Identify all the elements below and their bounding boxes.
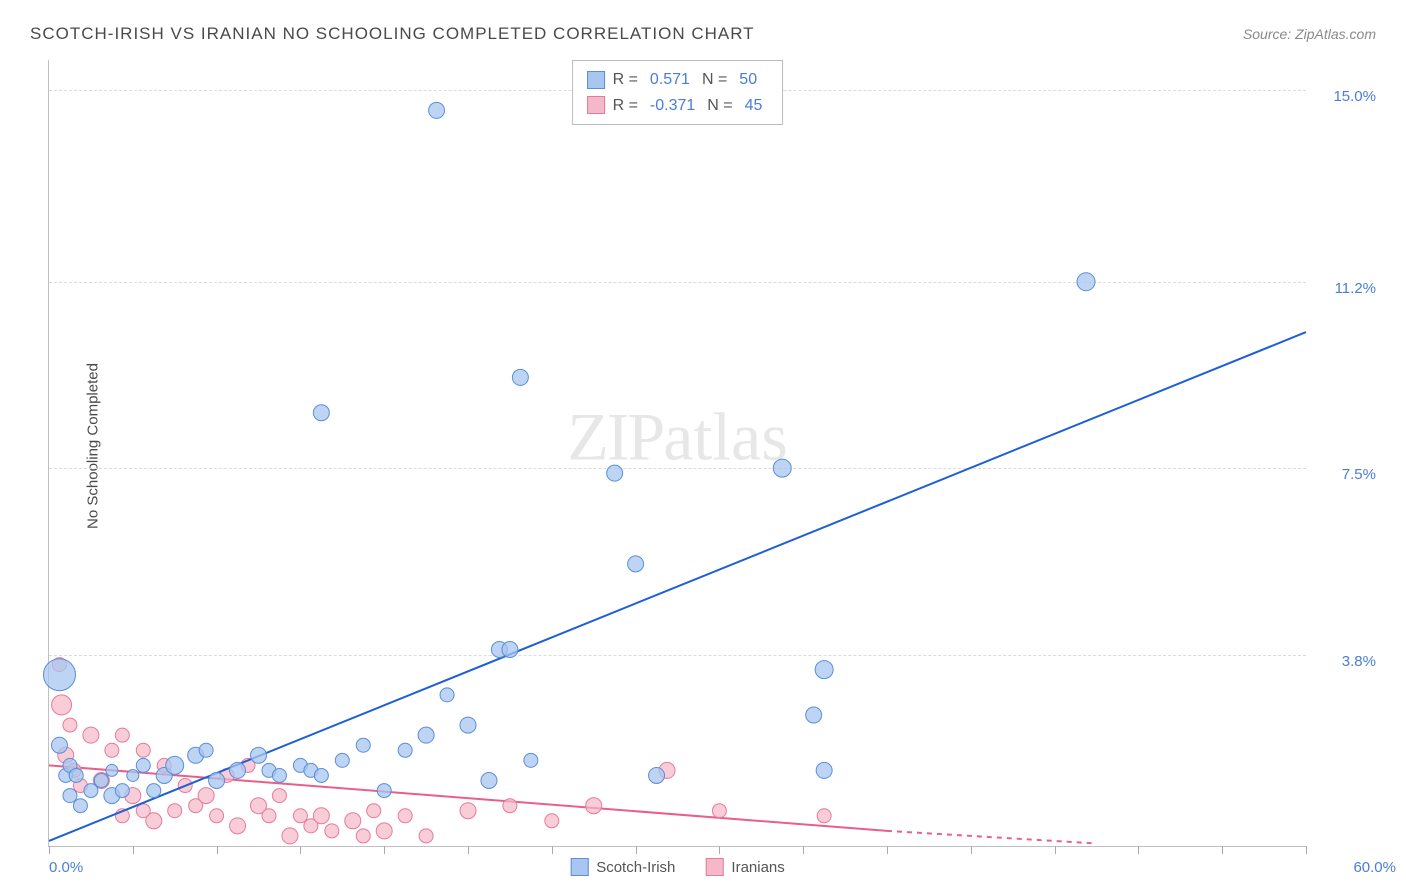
chart-title: SCOTCH-IRISH VS IRANIAN NO SCHOOLING COM… <box>30 24 755 44</box>
y-tick-label: 15.0% <box>1333 88 1376 105</box>
y-tick-label: 3.8% <box>1342 653 1376 670</box>
swatch-icon <box>705 858 723 876</box>
legend-item-iranians: Iranians <box>705 858 784 876</box>
swatch-icon <box>587 71 605 89</box>
legend-r-label: R = <box>613 93 638 119</box>
chart-plot-area: ZIPatlas R = 0.571 N = 50 R = -0.371 N =… <box>48 60 1306 847</box>
y-tick-label: 11.2% <box>1335 280 1376 297</box>
legend-r-value: -0.371 <box>644 93 701 119</box>
swatch-icon <box>570 858 588 876</box>
x-axis-min-label: 0.0% <box>49 859 83 876</box>
scatter-plot <box>49 60 1306 846</box>
y-tick-label: 7.5% <box>1342 466 1376 483</box>
legend-n-label: N = <box>702 67 727 93</box>
legend-series-label: Scotch-Irish <box>596 859 675 876</box>
legend-r-value: 0.571 <box>644 67 696 93</box>
source-attribution: Source: ZipAtlas.com <box>1243 26 1376 42</box>
legend-n-value: 50 <box>733 67 763 93</box>
correlation-legend: R = 0.571 N = 50 R = -0.371 N = 45 <box>572 60 784 125</box>
legend-n-value: 45 <box>739 93 769 119</box>
x-axis-max-label: 60.0% <box>1353 859 1396 876</box>
swatch-icon <box>587 96 605 114</box>
legend-item-scotch-irish: Scotch-Irish <box>570 858 675 876</box>
legend-row-scotch-irish: R = 0.571 N = 50 <box>587 67 769 93</box>
legend-row-iranians: R = -0.371 N = 45 <box>587 93 769 119</box>
legend-n-label: N = <box>707 93 732 119</box>
legend-r-label: R = <box>613 67 638 93</box>
series-legend: Scotch-Irish Iranians <box>570 858 785 876</box>
legend-series-label: Iranians <box>731 859 784 876</box>
